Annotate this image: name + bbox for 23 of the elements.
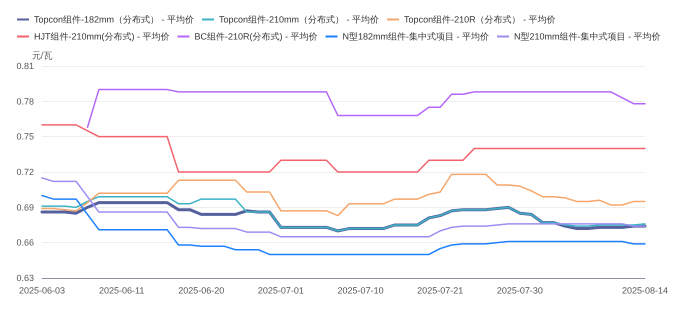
y-tick-label: 0.81 — [16, 61, 34, 71]
legend-label: Topcon组件-210R（分布式） - 平均价 — [404, 14, 556, 24]
legend-label: BC组件-210R(分布式) - 平均价 — [194, 32, 318, 42]
y-tick-label: 0.75 — [16, 132, 34, 142]
y-axis-title: 元/瓦 — [32, 50, 52, 60]
y-tick-label: 0.72 — [16, 167, 34, 177]
x-tick-label: 2025-07-10 — [338, 286, 384, 296]
x-tick-label: 2025-06-11 — [98, 286, 144, 296]
legend-label: HJT组件-210mm(分布式) - 平均价 — [34, 32, 170, 42]
x-tick-label: 2025-08-14 — [622, 286, 668, 296]
x-tick-label: 2025-07-01 — [258, 286, 304, 296]
y-tick-label: 0.63 — [16, 273, 34, 283]
x-tick-label: 2025-06-03 — [18, 286, 66, 296]
y-tick-label: 0.78 — [16, 96, 34, 106]
x-tick-label: 2025-07-30 — [496, 286, 543, 296]
legend-label: Topcon组件-182mm（分布式） - 平均价 — [34, 14, 194, 24]
legend-label: Topcon组件-210mm（分布式） - 平均价 — [219, 14, 380, 24]
y-tick-label: 0.66 — [16, 238, 34, 248]
x-tick-label: 2025-06-20 — [178, 286, 224, 296]
legend-label: N型210mm组件-集中式项目 - 平均价 — [514, 32, 661, 42]
x-tick-label: 2025-07-21 — [417, 286, 464, 296]
legend-label: N型182mm组件-集中式项目 - 平均价 — [342, 32, 490, 42]
y-tick-label: 0.69 — [16, 202, 34, 212]
